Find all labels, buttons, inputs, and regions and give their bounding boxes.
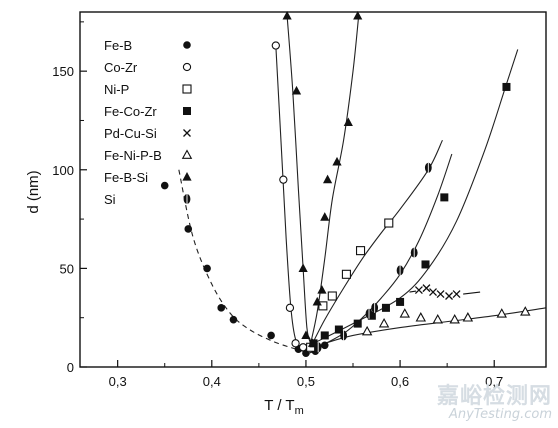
point-fe-b (184, 225, 193, 233)
point-fe-b-si (343, 117, 353, 127)
point-fe-ni-p-b (415, 312, 427, 322)
y-tick-label: 50 (60, 261, 74, 276)
point-pd-cu-si (452, 290, 461, 298)
point-fe-co-zr (320, 331, 329, 340)
y-axis-label: d (nm) (25, 170, 42, 213)
data-points (160, 10, 531, 357)
point-pd-cu-si (414, 286, 423, 295)
point-fe-b-si (332, 156, 342, 166)
point-fe-b-si (320, 212, 330, 221)
watermark: 嘉峪检测网 AnyTesting.com (436, 384, 552, 422)
point-ni-p (355, 246, 366, 256)
legend-marker-fe-co-zr (183, 107, 191, 115)
point-fe-b (267, 331, 275, 340)
point-fe-b-si (312, 296, 322, 306)
x-tick-label: 0,3 (109, 374, 127, 389)
point-fe-co-zr (502, 82, 511, 91)
legend-label-fe-b-si: Fe-B-Si (104, 170, 148, 185)
point-fe-b-si (301, 330, 311, 340)
point-fe-ni-p-b (520, 306, 531, 316)
legend-label-co-zr: Co-Zr (104, 60, 138, 75)
point-fe-ni-p-b (378, 317, 390, 328)
point-fe-co-zr (440, 193, 449, 202)
legend-marker-co-zr (182, 62, 192, 72)
point-fe-b-si (322, 174, 333, 184)
point-pd-cu-si (429, 288, 437, 297)
point-fe-ni-p-b (432, 314, 443, 324)
point-fe-b-si (307, 338, 318, 347)
point-fe-b-si (291, 85, 302, 95)
point-pd-cu-si (422, 284, 431, 293)
plot-frame (79, 11, 547, 368)
legend-label-fe-ni-p-b: Fe-Ni-P-B (104, 148, 162, 163)
point-fe-b (203, 264, 211, 273)
curve-fe-co-zr (313, 49, 519, 344)
point-fe-ni-p-b (496, 308, 507, 318)
y-tick-label: 0 (67, 360, 74, 375)
point-fe-b (160, 181, 169, 190)
lead-pd-cu-si (409, 290, 417, 293)
point-co-zr (285, 303, 295, 312)
point-fe-co-zr (421, 260, 430, 269)
tail-pd-cu-si (463, 291, 481, 295)
legend: Fe-B Co-Zr Ni-P Fe-Co-Zr Pd-Cu-Si Fe-Ni-P-B Fe… (104, 38, 193, 207)
curve-ni-p (310, 139, 443, 348)
point-fe-b (217, 304, 226, 312)
point-fe-b (320, 341, 329, 350)
point-fe-ni-p-b (462, 312, 474, 322)
point-fe-co-zr (381, 303, 390, 312)
y-tick-label: 100 (52, 163, 74, 178)
fit-curves (178, 15, 547, 352)
point-ni-p (341, 269, 351, 279)
point-fe-ni-p-b (449, 314, 460, 324)
point-fe-co-zr (334, 325, 343, 334)
point-pd-cu-si (436, 290, 445, 298)
legend-label-ni-p: Ni-P (104, 82, 129, 97)
point-co-zr (271, 41, 280, 50)
axis-ticks: 0,3 0,4 0,5 0,6 0,7 0 50 100 150 (52, 21, 503, 389)
x-tick-label: 0,7 (485, 374, 503, 389)
point-fe-b-si (282, 10, 292, 20)
x-tick-label: 0,4 (203, 374, 221, 389)
legend-marker-ni-p (182, 84, 192, 94)
legend-label-si: Si (104, 192, 116, 207)
x-axis-label: T / Tm (264, 397, 303, 417)
x-tick-label: 0,5 (297, 374, 315, 389)
legend-label-fe-co-zr: Fe-Co-Zr (104, 104, 157, 119)
point-fe-b-si (353, 10, 363, 20)
legend-marker-fe-b-si (182, 172, 192, 181)
point-fe-ni-p-b (361, 325, 373, 336)
curve-si (317, 153, 453, 348)
point-fe-co-zr (353, 319, 362, 328)
point-fe-ni-p-b (399, 308, 411, 318)
x-tick-label: 0,6 (391, 374, 409, 389)
point-ni-p (327, 291, 337, 301)
legend-marker-pd-cu-si (183, 129, 191, 137)
curve-fe-b-si-left (286, 15, 312, 344)
point-co-zr (279, 175, 288, 184)
point-fe-b (229, 315, 238, 324)
legend-label-pd-cu-si: Pd-Cu-Si (104, 126, 157, 141)
point-fe-co-zr (396, 297, 405, 306)
y-tick-label: 150 (52, 64, 74, 79)
watermark-en: AnyTesting.com (448, 407, 552, 422)
point-fe-b-si (298, 263, 308, 272)
point-co-zr (291, 339, 300, 348)
legend-marker-fe-b (183, 41, 191, 49)
point-ni-p (318, 301, 328, 311)
legend-label-fe-b: Fe-B (104, 38, 132, 53)
watermark-cn: 嘉峪检测网 (436, 384, 552, 409)
legend-marker-fe-ni-p-b (181, 149, 193, 159)
point-fe-b-si (317, 285, 327, 294)
curve-fe-b-si-right (310, 15, 360, 344)
point-ni-p (384, 218, 394, 228)
point-pd-cu-si (445, 292, 453, 300)
